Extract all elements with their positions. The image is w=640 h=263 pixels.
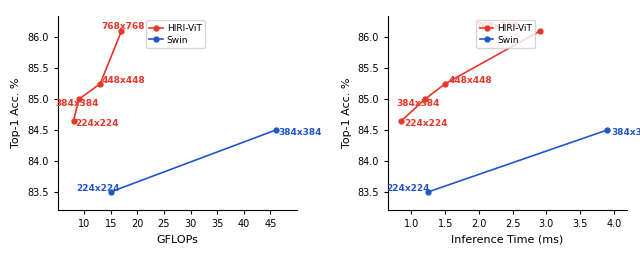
HIRI-ViT xyxy=(442,82,449,85)
Text: 384x384: 384x384 xyxy=(55,99,99,108)
HIRI-ViT xyxy=(421,98,429,101)
Line: Swin: Swin xyxy=(426,128,609,194)
Swin xyxy=(424,190,432,194)
Line: HIRI-ViT: HIRI-ViT xyxy=(71,29,124,123)
Text: 384x384: 384x384 xyxy=(611,128,640,137)
Text: 224x224: 224x224 xyxy=(76,184,120,193)
HIRI-ViT xyxy=(70,119,77,122)
Y-axis label: Top-1 Acc. %: Top-1 Acc. % xyxy=(342,78,351,148)
Y-axis label: Top-1 Acc. %: Top-1 Acc. % xyxy=(12,78,21,148)
X-axis label: Inference Time (ms): Inference Time (ms) xyxy=(451,235,564,245)
Text: 224x224: 224x224 xyxy=(387,184,430,193)
Line: HIRI-ViT: HIRI-ViT xyxy=(399,29,542,123)
Text: 384x384: 384x384 xyxy=(397,99,440,108)
Text: 768x768: 768x768 xyxy=(101,22,145,31)
Legend: HIRI-ViT, Swin: HIRI-ViT, Swin xyxy=(146,20,205,48)
Text: 768x768: 768x768 xyxy=(476,22,519,31)
Text: 224x224: 224x224 xyxy=(404,119,447,128)
Swin xyxy=(603,129,611,132)
HIRI-ViT xyxy=(75,98,83,101)
X-axis label: GFLOPs: GFLOPs xyxy=(156,235,198,245)
Text: 224x224: 224x224 xyxy=(75,119,118,128)
Swin xyxy=(107,190,115,194)
Line: Swin: Swin xyxy=(108,128,278,194)
Text: 448x448: 448x448 xyxy=(102,76,145,85)
Text: 384x384: 384x384 xyxy=(278,128,322,137)
HIRI-ViT xyxy=(118,30,125,33)
HIRI-ViT xyxy=(536,30,543,33)
HIRI-ViT xyxy=(397,119,405,122)
Swin xyxy=(272,129,280,132)
Text: 448x448: 448x448 xyxy=(449,76,492,85)
Legend: HIRI-ViT, Swin: HIRI-ViT, Swin xyxy=(476,20,536,48)
HIRI-ViT xyxy=(96,82,104,85)
